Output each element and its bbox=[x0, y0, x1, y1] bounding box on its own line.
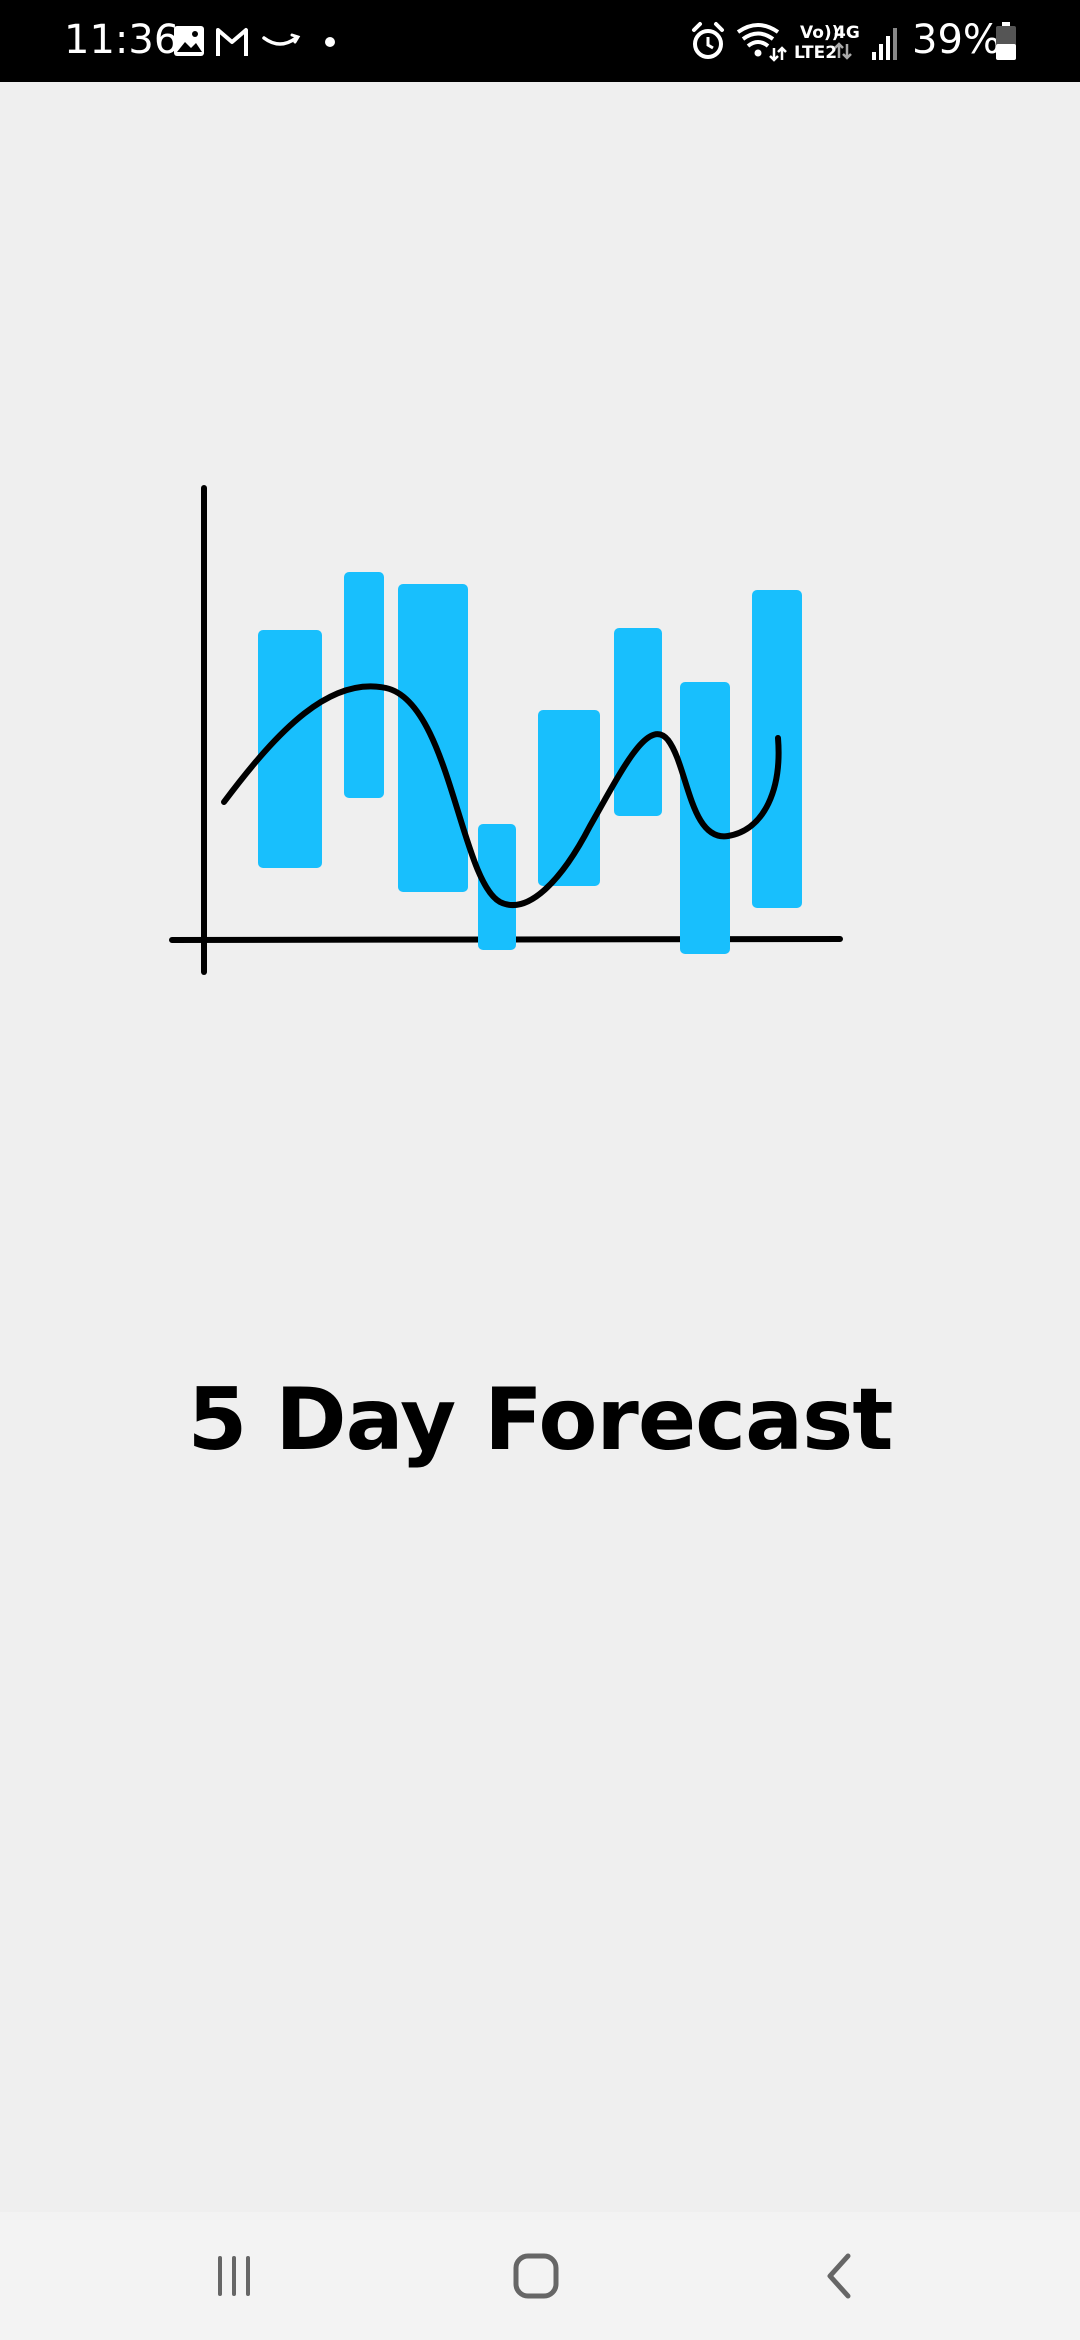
signal-icon bbox=[872, 28, 897, 60]
wifi-icon bbox=[736, 23, 787, 62]
status-bar: 11:36 Vo)) L bbox=[0, 0, 1080, 82]
chart-bar-7 bbox=[680, 682, 730, 954]
dot-icon bbox=[325, 37, 335, 47]
recent-apps-button[interactable] bbox=[134, 2212, 334, 2340]
system-nav-bar bbox=[0, 2212, 1080, 2340]
status-right-icons: Vo)) LTE2 4G bbox=[692, 22, 897, 63]
status-time: 11:36 bbox=[64, 17, 180, 63]
volte-bottom-text: LTE2 bbox=[794, 43, 837, 63]
amazon-icon bbox=[262, 33, 301, 46]
gmail-icon bbox=[216, 28, 248, 56]
battery-icon bbox=[996, 22, 1016, 60]
home-icon bbox=[513, 2253, 559, 2299]
back-icon bbox=[827, 2253, 851, 2299]
volte-icon: Vo)) LTE2 bbox=[794, 23, 839, 63]
recent-apps-icon bbox=[218, 2256, 250, 2296]
network-4g-icon: 4G bbox=[834, 23, 860, 60]
home-button[interactable] bbox=[436, 2212, 636, 2340]
volte-top-text: Vo)) bbox=[800, 23, 839, 43]
forecast-chart-illustration bbox=[169, 485, 843, 975]
gallery-icon bbox=[174, 26, 204, 56]
page-title: 5 Day Forecast bbox=[187, 1370, 894, 1470]
chart-bars bbox=[258, 572, 802, 954]
status-left-icons bbox=[174, 26, 335, 56]
chart-trend-line bbox=[221, 683, 782, 908]
network-type-text: 4G bbox=[834, 23, 860, 43]
chart-bar-1 bbox=[258, 630, 322, 868]
back-button[interactable] bbox=[740, 2212, 940, 2340]
alarm-icon bbox=[692, 22, 724, 59]
battery-percent: 39% bbox=[912, 17, 1001, 63]
chart-bar-6 bbox=[614, 628, 662, 816]
chart-bar-4 bbox=[478, 824, 516, 950]
